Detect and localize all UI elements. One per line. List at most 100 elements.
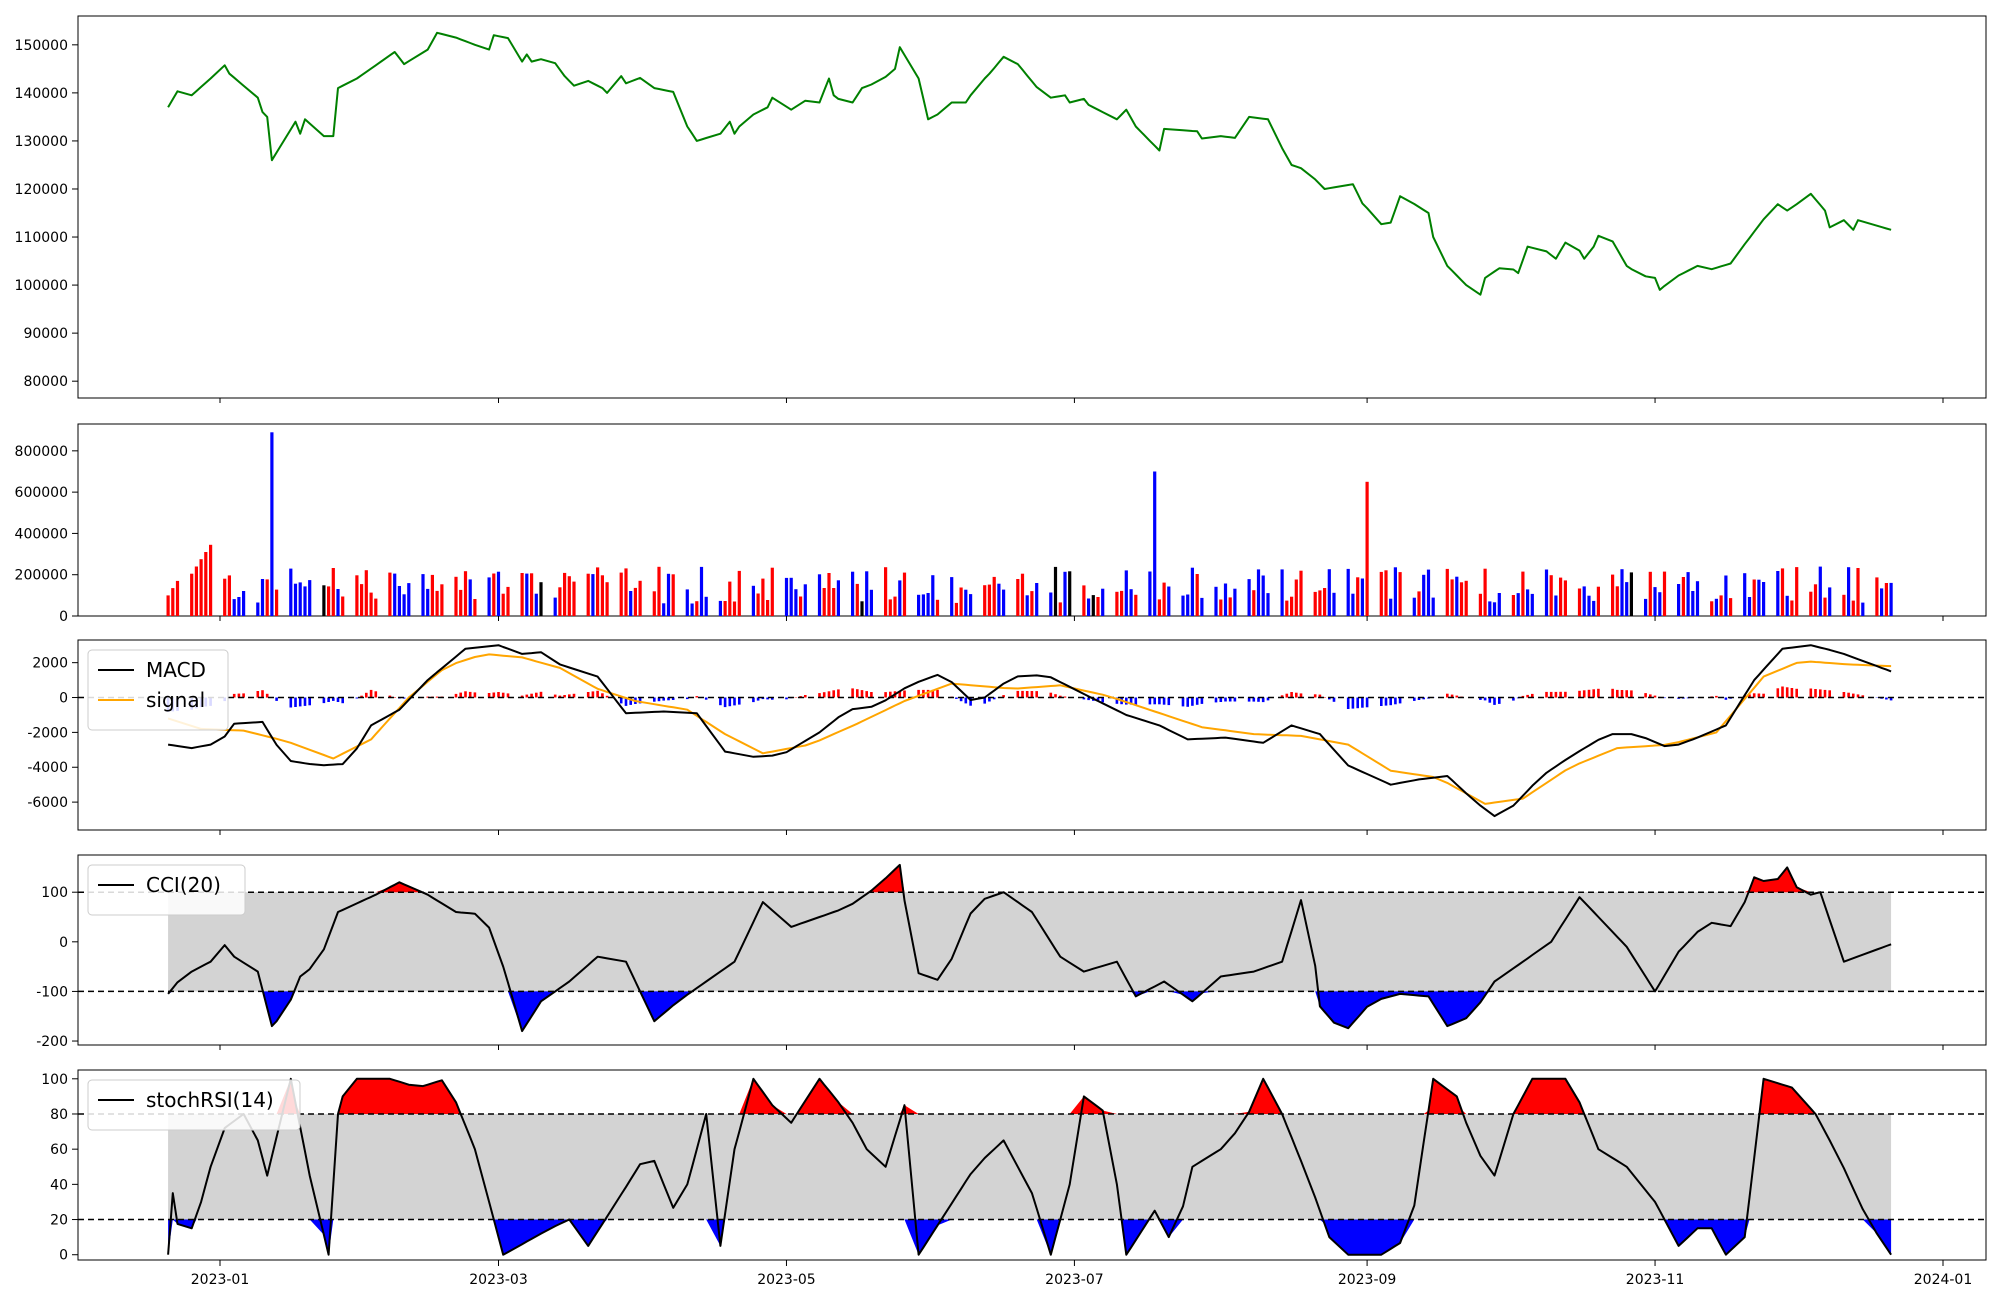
volume-bar: [1398, 572, 1402, 616]
volume-bar: [600, 575, 604, 616]
macd-histogram-bar: [454, 693, 458, 698]
volume-bar: [1327, 569, 1331, 616]
volume-bar: [293, 583, 298, 616]
macd-histogram-bar: [733, 697, 736, 706]
volume-bar: [1049, 592, 1053, 616]
macd-histogram-bar: [1819, 689, 1822, 698]
macd-histogram-bar: [1346, 697, 1350, 709]
volume-bar: [851, 571, 855, 616]
legend-box: [87, 1079, 301, 1131]
macd-histogram-bar: [771, 697, 774, 700]
volume-bar: [1214, 586, 1218, 616]
volume-bar: [1559, 577, 1563, 616]
macd-histogram-bar: [1228, 697, 1232, 702]
macd-histogram-bar: [1625, 690, 1628, 698]
macd-histogram-bar: [289, 697, 293, 708]
macd-histogram-bar: [1715, 695, 1718, 698]
volume-bar: [435, 590, 439, 616]
macd-histogram-bar: [1280, 695, 1284, 698]
volume-bar: [629, 591, 633, 616]
volume-bar: [1757, 579, 1761, 616]
macd-histogram-bar: [369, 689, 373, 698]
macd-histogram-bar: [1063, 696, 1067, 698]
volume-bar: [1082, 585, 1086, 616]
volume-bar: [1658, 592, 1662, 616]
volume-ytick-label: 0: [59, 609, 68, 625]
macd-histogram-bar: [851, 688, 854, 698]
macd-histogram-bar: [365, 692, 368, 698]
cci-ytick-label: 100: [41, 885, 68, 901]
macd-histogram-bar: [1842, 692, 1846, 698]
xtick-label: 2023-05: [757, 1272, 816, 1288]
macd-histogram-bar: [1233, 697, 1237, 702]
macd-histogram-bar: [402, 697, 406, 699]
volume-bar: [199, 559, 203, 616]
volume-bar: [1752, 579, 1756, 616]
macd-histogram-bar: [298, 697, 302, 707]
macd-histogram-bar: [818, 693, 821, 698]
volume-bar: [1856, 568, 1860, 616]
volume-bar: [1445, 568, 1449, 616]
volume-bar: [1393, 567, 1397, 616]
volume-ytick-label: 600000: [15, 485, 68, 501]
volume-bar: [539, 582, 543, 616]
volume-bar: [728, 581, 732, 616]
macd-histogram-bar: [686, 697, 689, 700]
volume-bar: [1629, 572, 1633, 616]
macd-histogram-bar: [1814, 689, 1817, 698]
price-line: [167, 31, 1892, 296]
volume-bar: [1020, 573, 1025, 616]
macd-histogram-bar: [1653, 695, 1657, 698]
volume-bar: [1488, 601, 1492, 616]
volume-bar: [1521, 571, 1525, 616]
macd-histogram-bar: [1795, 688, 1798, 698]
volume-bar: [695, 601, 699, 616]
macd-histogram-bar: [535, 692, 538, 698]
volume-bar: [388, 572, 392, 616]
volume-bar: [1351, 593, 1355, 616]
cci-panel: 100 0 -100 -200 CCI(20): [36, 854, 1987, 1050]
volume-bar: [1790, 600, 1794, 616]
stochrsi-overbought-fill: [168, 1078, 1892, 1114]
macd-histogram-bar: [1158, 697, 1161, 705]
macd-histogram-bar: [662, 697, 665, 701]
volume-bar: [1365, 481, 1369, 616]
volume-bar: [1091, 595, 1095, 616]
macd-histogram-bar: [917, 689, 920, 698]
volume-bar: [1431, 597, 1435, 616]
macd-histogram-bar: [1299, 693, 1303, 698]
volume-bar: [166, 595, 170, 616]
macd-histogram-bar: [785, 697, 788, 700]
volume-bar: [454, 576, 458, 616]
macd-histogram-bar: [671, 697, 675, 700]
volume-bar: [1332, 592, 1336, 616]
macd-histogram-bar: [374, 691, 378, 698]
macd-histogram-bar: [629, 697, 632, 705]
volume-bar: [501, 593, 505, 616]
macd-histogram-bar: [889, 691, 892, 698]
legend-label: signal: [146, 688, 205, 712]
xtick-label: 2023-03: [469, 1272, 528, 1288]
volume-bar: [992, 576, 996, 616]
macd-histogram-bar: [856, 689, 859, 698]
macd-histogram-bar: [1059, 695, 1062, 698]
volume-bar: [463, 571, 468, 616]
macd-histogram-bar: [1587, 689, 1591, 698]
volume-bar: [175, 580, 180, 616]
volume-bar: [1662, 571, 1667, 616]
volume-bar: [364, 570, 368, 616]
volume-bar: [865, 571, 869, 616]
macd-histogram-bar: [1361, 697, 1364, 708]
macd-histogram-bar: [667, 697, 670, 701]
volume-bar: [1247, 579, 1251, 616]
volume-bar: [931, 575, 935, 616]
volume-bar: [1356, 577, 1360, 616]
volume-bar: [983, 585, 987, 616]
volume-bar: [690, 603, 694, 616]
volume-bar: [1417, 591, 1421, 616]
volume-bar: [761, 578, 765, 616]
macd-histogram-bar: [1417, 697, 1421, 700]
volume-bar: [1884, 583, 1888, 616]
price-frame: [77, 15, 1987, 399]
macd-histogram-bar: [1389, 697, 1392, 706]
